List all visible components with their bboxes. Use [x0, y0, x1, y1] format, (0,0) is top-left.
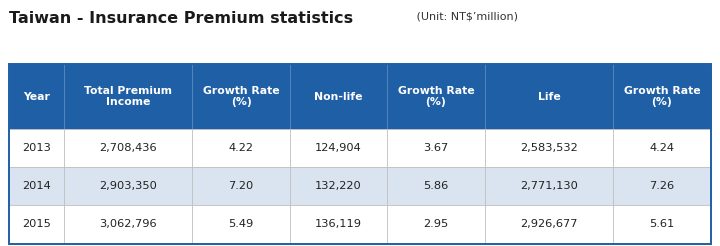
Bar	[485, 64, 613, 129]
Bar	[9, 167, 64, 205]
Bar	[485, 129, 613, 167]
Text: 7.26: 7.26	[649, 181, 675, 191]
Bar	[290, 167, 387, 205]
Text: 2,771,130: 2,771,130	[520, 181, 578, 191]
Text: 2014: 2014	[22, 181, 51, 191]
Bar	[613, 129, 711, 167]
Bar	[613, 205, 711, 244]
Bar	[613, 64, 711, 129]
Text: 4.24: 4.24	[649, 143, 675, 153]
Text: Growth Rate
(%): Growth Rate (%)	[624, 86, 701, 107]
Text: 5.49: 5.49	[228, 219, 253, 230]
Text: 2,583,532: 2,583,532	[520, 143, 578, 153]
Bar	[192, 129, 290, 167]
Bar	[64, 205, 192, 244]
Text: 136,119: 136,119	[315, 219, 362, 230]
Bar	[9, 64, 64, 129]
Bar	[387, 64, 485, 129]
Bar	[64, 129, 192, 167]
Text: 3.67: 3.67	[423, 143, 449, 153]
Text: 132,220: 132,220	[315, 181, 362, 191]
Bar	[64, 167, 192, 205]
Text: 3,062,796: 3,062,796	[99, 219, 157, 230]
Text: Growth Rate
(%): Growth Rate (%)	[397, 86, 474, 107]
Text: 2,926,677: 2,926,677	[521, 219, 577, 230]
Text: 2,708,436: 2,708,436	[99, 143, 157, 153]
Bar	[192, 167, 290, 205]
Text: 2,903,350: 2,903,350	[99, 181, 157, 191]
Text: (Unit: NT$’million): (Unit: NT$’million)	[413, 11, 518, 21]
Text: Total Premium
Income: Total Premium Income	[84, 86, 172, 107]
Text: 5.61: 5.61	[649, 219, 675, 230]
Bar	[192, 64, 290, 129]
Bar	[290, 205, 387, 244]
Text: Year: Year	[23, 92, 50, 102]
Text: Life: Life	[538, 92, 560, 102]
Text: 5.86: 5.86	[423, 181, 449, 191]
Text: Growth Rate
(%): Growth Rate (%)	[203, 86, 279, 107]
Text: Non-life: Non-life	[315, 92, 363, 102]
Bar	[9, 205, 64, 244]
Bar	[387, 167, 485, 205]
Bar	[485, 205, 613, 244]
Text: 4.22: 4.22	[229, 143, 253, 153]
Text: 2.95: 2.95	[423, 219, 449, 230]
Bar	[387, 205, 485, 244]
Text: 2015: 2015	[22, 219, 51, 230]
Bar	[64, 64, 192, 129]
Bar	[387, 129, 485, 167]
Bar	[485, 167, 613, 205]
Text: 7.20: 7.20	[228, 181, 253, 191]
Bar	[290, 129, 387, 167]
Bar	[613, 167, 711, 205]
Text: 124,904: 124,904	[315, 143, 362, 153]
Bar	[9, 129, 64, 167]
Text: 2013: 2013	[22, 143, 51, 153]
Bar	[9, 64, 711, 244]
Bar	[290, 64, 387, 129]
Text: Taiwan - Insurance Premium statistics: Taiwan - Insurance Premium statistics	[9, 11, 354, 26]
Bar	[192, 205, 290, 244]
